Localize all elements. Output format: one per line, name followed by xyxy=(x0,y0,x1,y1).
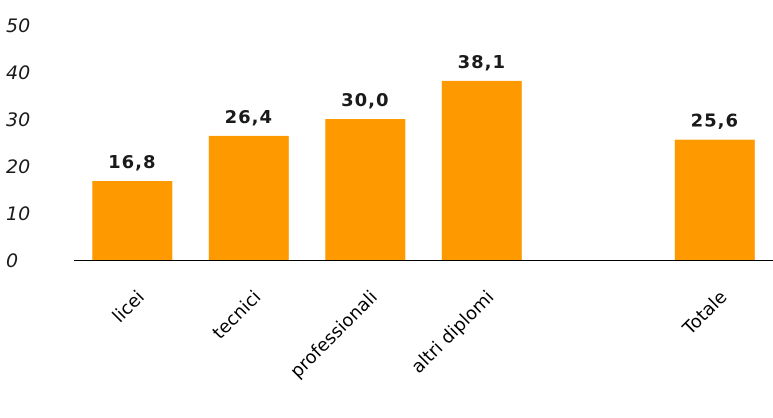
y-tick-label: 40 xyxy=(6,62,30,84)
category-label: professionali xyxy=(286,287,382,383)
category-label: altri diplomi xyxy=(407,287,498,378)
category-labels: licei tecnici professionali altri diplomi To… xyxy=(109,287,732,383)
bar xyxy=(674,139,755,260)
data-label: 38,1 xyxy=(458,52,506,73)
y-axis-ticks: 0 10 20 30 40 50 xyxy=(6,15,30,272)
y-tick-label: 20 xyxy=(6,156,30,178)
bar xyxy=(441,80,522,261)
category-label: tecnici xyxy=(209,287,266,344)
category-label: Totale xyxy=(678,287,731,340)
y-tick-label: 0 xyxy=(6,250,18,272)
y-tick-label: 50 xyxy=(6,15,30,37)
data-label: 30,0 xyxy=(341,90,389,111)
data-labels: 16,8 26,4 30,0 38,1 25,6 xyxy=(108,52,739,173)
data-label: 26,4 xyxy=(225,107,273,128)
bar xyxy=(325,119,406,260)
bar xyxy=(208,135,289,260)
bars xyxy=(92,80,755,261)
data-label: 16,8 xyxy=(108,152,156,173)
bar xyxy=(92,181,173,260)
y-tick-label: 10 xyxy=(6,203,30,225)
category-label: licei xyxy=(109,287,149,327)
y-tick-label: 30 xyxy=(6,109,30,131)
data-label: 25,6 xyxy=(691,111,739,132)
